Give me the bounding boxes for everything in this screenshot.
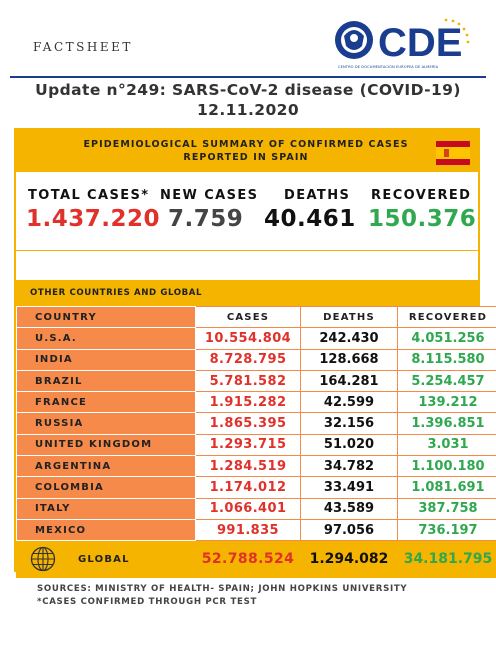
other-countries-title: OTHER COUNTRIES AND GLOBAL [30, 288, 203, 298]
country-name: UNITED KINGDOM [16, 433, 196, 457]
country-recovered: 139.212 [397, 391, 496, 414]
country-deaths: 32.156 [300, 412, 398, 435]
blank-row [16, 250, 478, 282]
country-cases: 1.293.715 [195, 433, 301, 457]
table-row: BRAZIL 5.781.582 164.281 5.254.457 [16, 369, 496, 393]
country-deaths: 128.668 [300, 348, 398, 371]
country-cases: 10.554.804 [195, 327, 301, 350]
country-deaths: 97.056 [300, 518, 398, 542]
deaths-value: 40.461 [264, 206, 356, 232]
country-cases: 1.174.012 [195, 476, 301, 499]
new-cases-label: NEW CASES [160, 188, 259, 203]
country-deaths: 42.599 [300, 391, 398, 414]
country-cases: 1.915.282 [195, 391, 301, 414]
table-row: INDIA 8.728.795 128.668 8.115.580 [16, 348, 496, 371]
table-row: ITALY 1.066.401 43.589 387.758 [16, 497, 496, 520]
country-deaths: 43.589 [300, 497, 398, 520]
column-header-recovered: RECOVERED [397, 305, 496, 329]
global-cases: 52.788.524 [195, 540, 301, 579]
pcr-note: *CASES CONFIRMED THROUGH PCR TEST [37, 596, 258, 607]
spain-summary-band: EPIDEMIOLOGICAL SUMMARY OF CONFIRMED CAS… [16, 130, 478, 172]
country-recovered: 4.051.256 [397, 327, 496, 350]
country-deaths: 242.430 [300, 327, 398, 350]
country-recovered: 1.081.691 [397, 476, 496, 499]
logo-subtitle: CENTRO DE DOCUMENTACIÓN EUROPEA DE ALMER… [338, 65, 439, 69]
table-row: RUSSIA 1.865.395 32.156 1.396.851 [16, 412, 496, 435]
table-header-row: COUNTRY CASES DEATHS RECOVERED [16, 305, 496, 329]
country-deaths: 164.281 [300, 369, 398, 393]
header-rule [10, 76, 486, 78]
logo-text: CDE [378, 21, 462, 65]
table-row: U.S.A. 10.554.804 242.430 4.051.256 [16, 327, 496, 350]
recovered-value: 150.376 [368, 206, 477, 232]
country-name: INDIA [16, 348, 196, 371]
total-cases-value: 1.437.220 [26, 206, 160, 232]
country-deaths: 34.782 [300, 455, 398, 478]
other-countries-band: OTHER COUNTRIES AND GLOBAL [16, 280, 478, 306]
total-cases-label: TOTAL CASES* [28, 188, 150, 203]
column-header-cases: CASES [195, 305, 301, 329]
country-name: MEXICO [16, 518, 196, 542]
spain-flag-icon [436, 141, 470, 165]
country-recovered: 387.758 [397, 497, 496, 520]
country-cases: 1.066.401 [195, 497, 301, 520]
country-name: ARGENTINA [16, 455, 196, 478]
globe-icon [30, 547, 56, 572]
country-cases: 1.865.395 [195, 412, 301, 435]
country-name: BRAZIL [16, 369, 196, 393]
global-row: GLOBAL 52.788.524 1.294.082 34.181.795 [16, 540, 496, 579]
country-cases: 8.728.795 [195, 348, 301, 371]
cde-logo: CDE [335, 18, 470, 65]
country-name: FRANCE [16, 391, 196, 414]
country-name: U.S.A. [16, 327, 196, 350]
table-row: UNITED KINGDOM 1.293.715 51.020 3.031 [16, 433, 496, 457]
country-recovered: 3.031 [397, 433, 496, 457]
country-recovered: 8.115.580 [397, 348, 496, 371]
table-row: FRANCE 1.915.282 42.599 139.212 [16, 391, 496, 414]
global-label: GLOBAL [78, 553, 130, 565]
column-header-country: COUNTRY [16, 305, 196, 329]
country-recovered: 736.197 [397, 518, 496, 542]
footer-sources: SOURCES: MINISTRY OF HEALTH- SPAIN; JOHN… [37, 583, 407, 608]
new-cases-value: 7.759 [168, 206, 244, 232]
table-row: COLOMBIA 1.174.012 33.491 1.081.691 [16, 476, 496, 499]
country-name: RUSSIA [16, 412, 196, 435]
page-title: Update n°249: SARS-CoV-2 disease (COVID-… [35, 81, 461, 119]
deaths-label: DEATHS [284, 188, 351, 203]
country-cases: 5.781.582 [195, 369, 301, 393]
country-recovered: 5.254.457 [397, 369, 496, 393]
column-header-deaths: DEATHS [300, 305, 398, 329]
spain-summary-title: EPIDEMIOLOGICAL SUMMARY OF CONFIRMED CAS… [83, 139, 409, 163]
country-cases: 991.835 [195, 518, 301, 542]
country-name: ITALY [16, 497, 196, 520]
sources-text: SOURCES: MINISTRY OF HEALTH- SPAIN; JOHN… [37, 584, 408, 594]
country-deaths: 51.020 [300, 433, 398, 457]
country-recovered: 1.100.180 [397, 455, 496, 478]
global-label-cell: GLOBAL [16, 540, 196, 579]
global-deaths: 1.294.082 [300, 540, 398, 579]
recovered-label: RECOVERED [371, 188, 472, 203]
country-deaths: 33.491 [300, 476, 398, 499]
country-cases: 1.284.519 [195, 455, 301, 478]
table-row: MEXICO 991.835 97.056 736.197 [16, 518, 496, 542]
global-recovered: 34.181.795 [397, 540, 496, 579]
summary-card: EPIDEMIOLOGICAL SUMMARY OF CONFIRMED CAS… [14, 128, 496, 579]
country-name: COLOMBIA [16, 476, 196, 499]
table-row: ARGENTINA 1.284.519 34.782 1.100.180 [16, 455, 496, 478]
country-recovered: 1.396.851 [397, 412, 496, 435]
factsheet-kicker: FACTSHEET [33, 40, 133, 54]
country-table: COUNTRY CASES DEATHS RECOVERED U.S.A. 10… [16, 305, 496, 579]
